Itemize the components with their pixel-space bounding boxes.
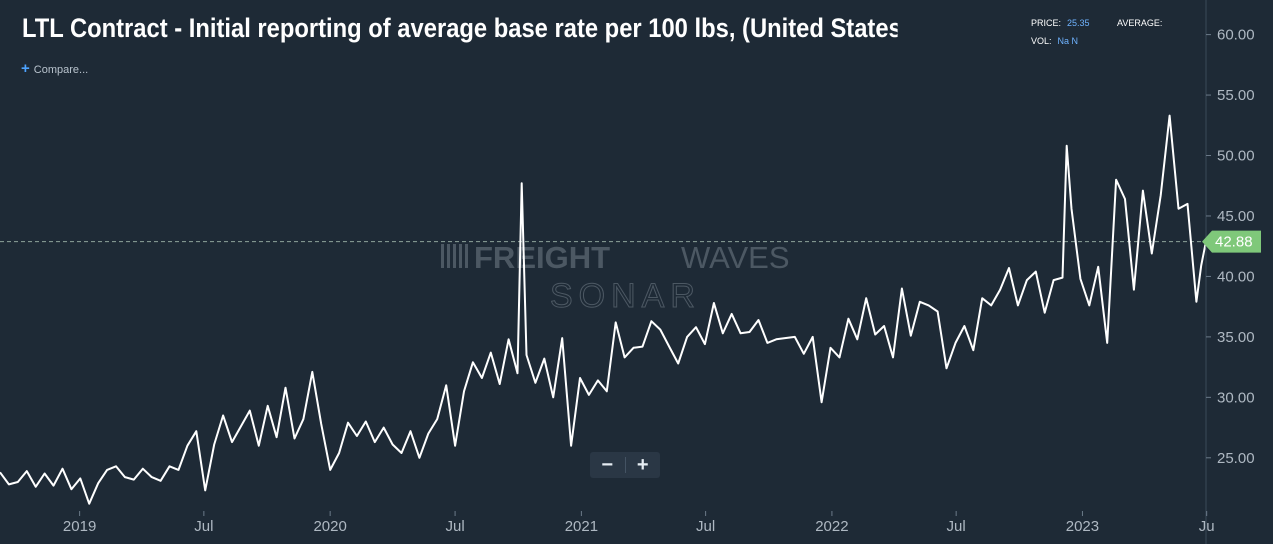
y-axis: 60.00 55.00 50.00 45.00 40.00 35.00 30.00 25.00	[1205, 0, 1255, 544]
zoom-in-button[interactable]: +	[636, 453, 649, 476]
x-tick-label: 2021	[565, 518, 598, 535]
last-value-tag: 42.88	[1202, 230, 1261, 253]
watermark-waves: WAVES	[681, 240, 790, 275]
y-tick-label: 55.00	[1217, 87, 1255, 104]
plus-icon: +	[21, 60, 30, 77]
y-tick-label: 25.00	[1217, 450, 1255, 467]
zoom-controls: − +	[590, 452, 660, 478]
x-tick-label: 2020	[313, 518, 346, 535]
last-value-tag-text: 42.88	[1215, 234, 1253, 251]
watermark-sonar: SONAR	[550, 277, 701, 315]
y-tick-label: 30.00	[1217, 389, 1255, 406]
series-line	[0, 114, 1207, 505]
x-axis: 2019 Jul 2020 Jul 2021 Jul 2022 Jul 2023 Ju	[63, 511, 1215, 535]
y-tick-label: 45.00	[1217, 208, 1255, 225]
price-value: 25.35	[1067, 18, 1090, 28]
vol-label: VOL:	[1031, 36, 1052, 46]
watermark: FREIGHT WAVES SONAR	[441, 240, 790, 316]
y-tick-label: 60.00	[1217, 27, 1255, 44]
y-tick-label: 50.00	[1217, 148, 1255, 165]
average-stat: AVERAGE:	[1117, 18, 1168, 28]
x-tick-label: 2019	[63, 518, 96, 535]
compare-label: Compare...	[33, 64, 89, 76]
zoom-out-button[interactable]: −	[601, 453, 614, 476]
compare-button[interactable]: + Compare...	[21, 60, 88, 77]
price-stat: PRICE: 25.35	[1031, 18, 1090, 28]
zoom-divider	[624, 457, 626, 473]
x-tick-label: 2022	[815, 518, 848, 535]
vol-stat: VOL: Na N	[1031, 36, 1078, 46]
x-tick-label: Jul	[696, 518, 715, 535]
x-tick-label: Ju	[1199, 518, 1215, 535]
last-value-tag-bg	[1202, 230, 1261, 253]
x-tick-label: Jul	[445, 518, 464, 535]
average-label: AVERAGE:	[1117, 18, 1163, 28]
y-tick-label: 40.00	[1217, 268, 1255, 285]
vol-value: Na N	[1057, 36, 1079, 46]
watermark-freight: FREIGHT	[474, 240, 610, 275]
x-tick-label: 2023	[1066, 518, 1099, 535]
chart-title: LTL Contract - Initial reporting of aver…	[22, 13, 898, 43]
x-tick-label: Jul	[947, 518, 966, 535]
y-tick-label: 35.00	[1217, 329, 1255, 346]
price-label: PRICE:	[1031, 18, 1062, 28]
freightwaves-logo-icon	[441, 244, 468, 268]
x-tick-label: Jul	[194, 518, 213, 535]
